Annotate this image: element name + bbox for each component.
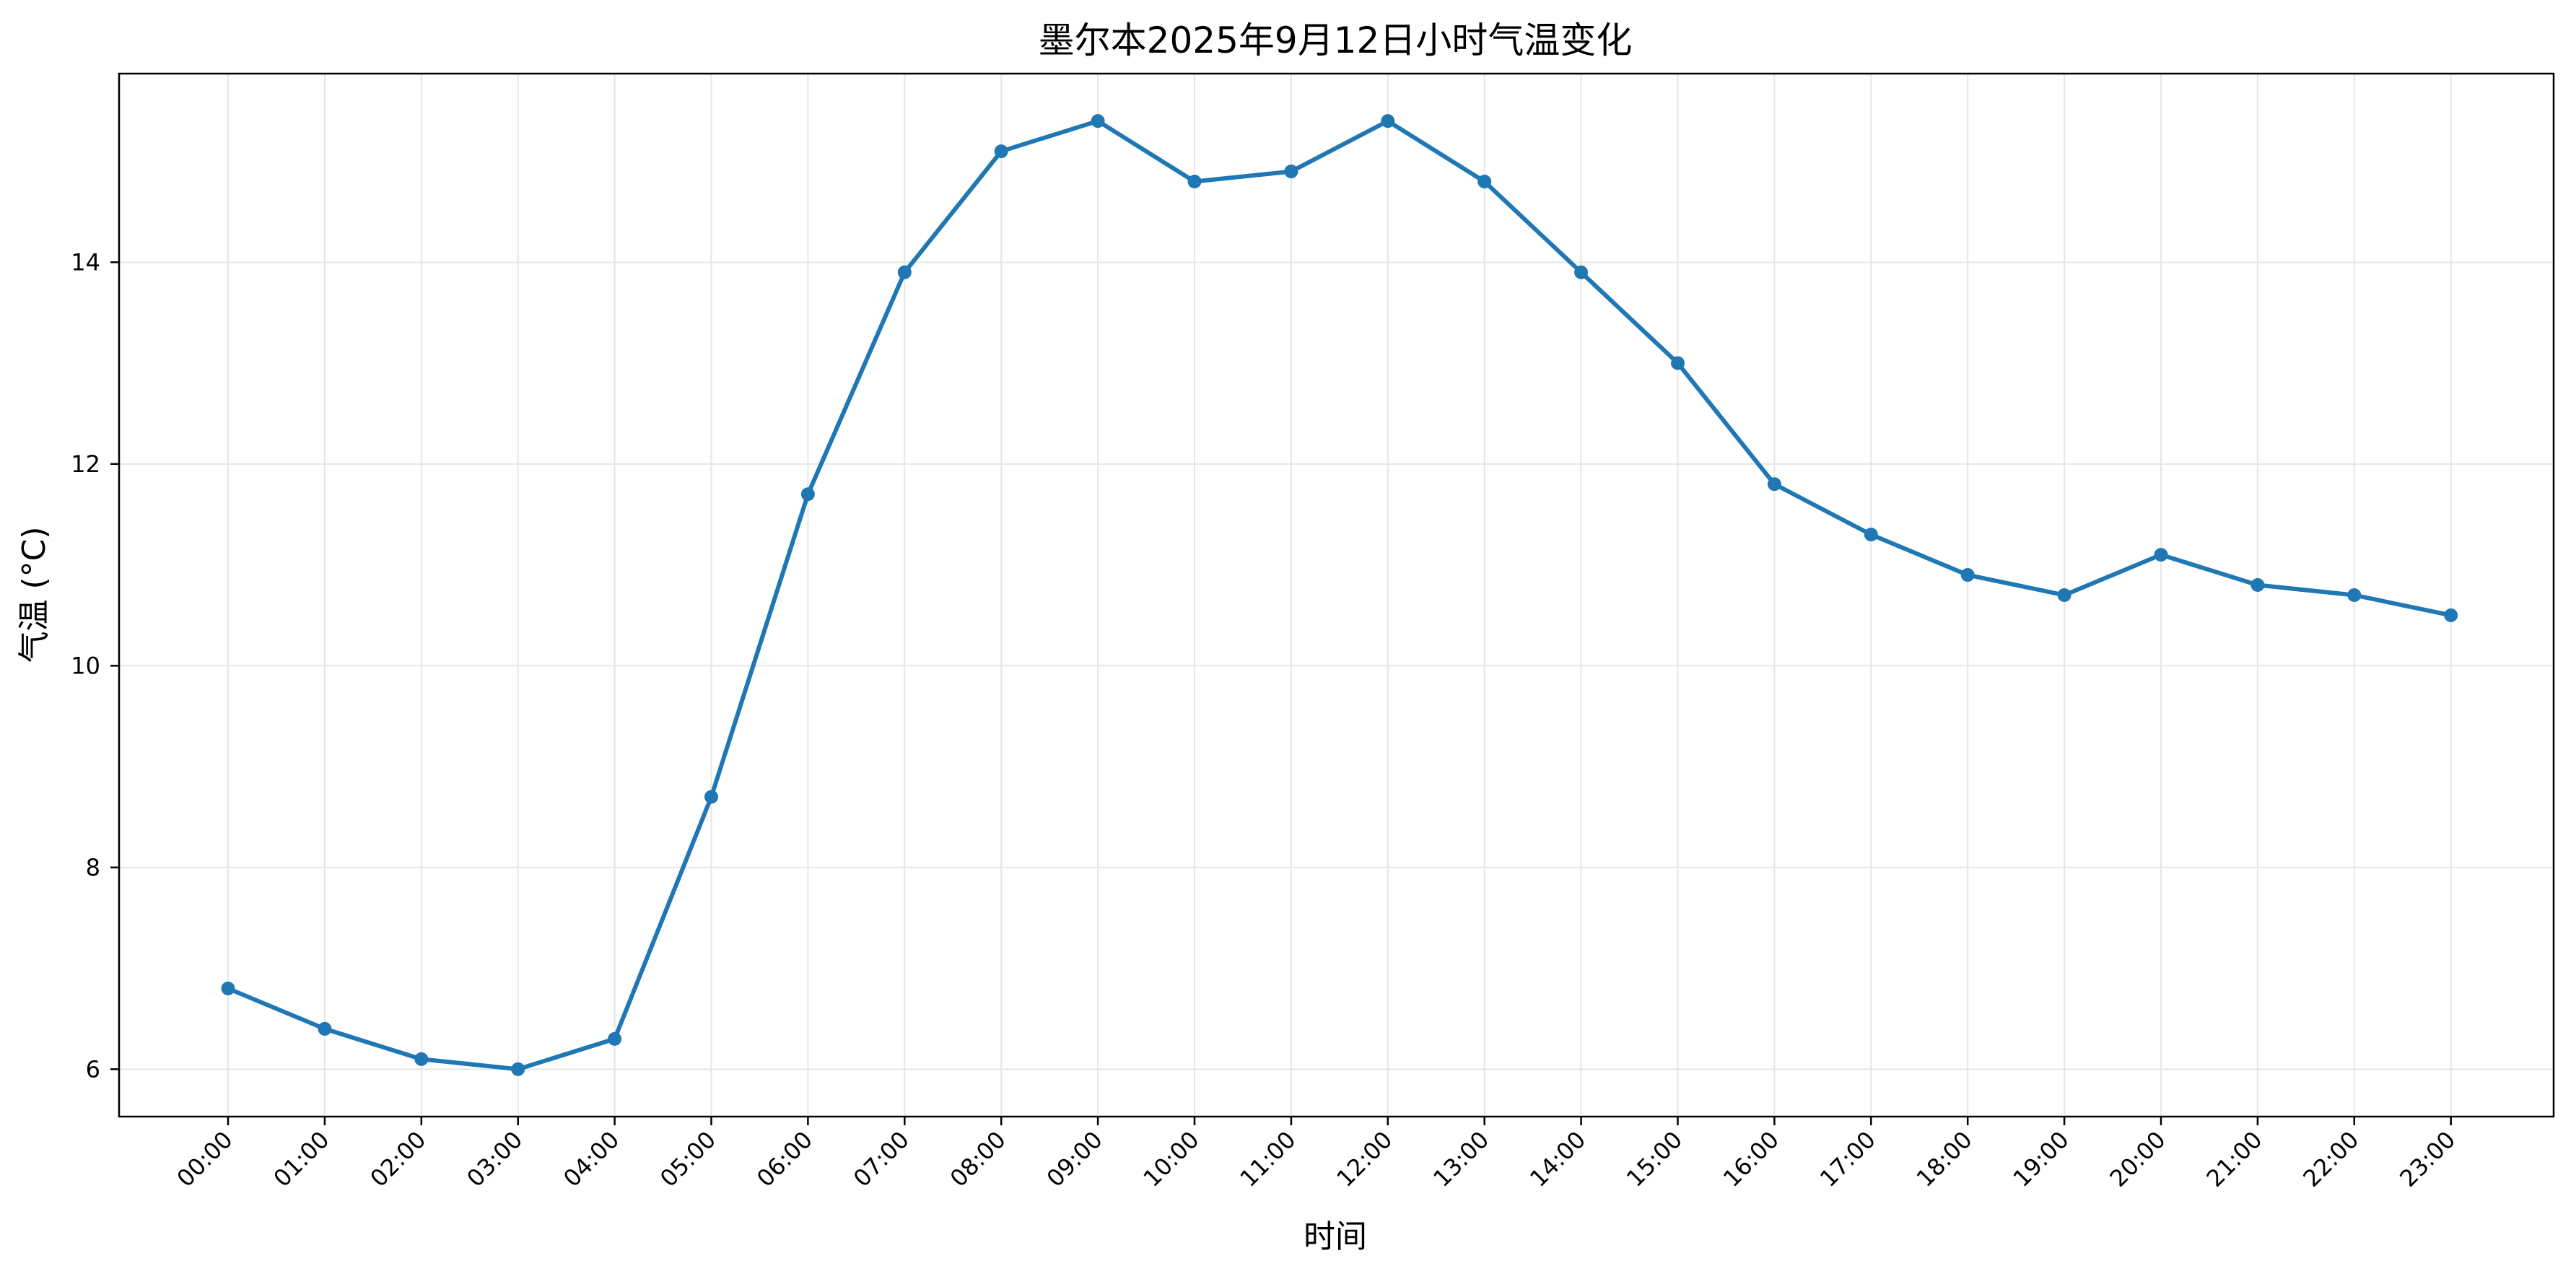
x-tick-label: 00:00 <box>172 1126 238 1192</box>
x-tick-label: 22:00 <box>2297 1126 2364 1192</box>
y-tick-label: 12 <box>71 450 100 478</box>
data-point <box>1864 528 1878 542</box>
x-axis-label: 时间 <box>1304 1218 1367 1255</box>
x-tick-label: 20:00 <box>2105 1126 2171 1192</box>
data-point <box>414 1052 429 1066</box>
x-tick-label: 06:00 <box>751 1126 818 1192</box>
x-tick-label: 13:00 <box>1428 1126 1494 1192</box>
data-point <box>221 982 235 996</box>
y-axis-label: 气温 (°C) <box>16 526 53 663</box>
x-tick-label: 08:00 <box>945 1126 1011 1192</box>
x-tick-label: 15:00 <box>1621 1126 1688 1192</box>
data-point <box>1574 265 1589 279</box>
data-point <box>2057 588 2071 602</box>
y-tick-label: 14 <box>71 248 100 276</box>
y-tick-label: 6 <box>86 1055 100 1083</box>
axis-ticks: 00:00 01:00 02:00 03:00 04:00 05:00 06:00 07:00… <box>71 248 2461 1192</box>
data-point <box>1187 175 1202 189</box>
series-line <box>226 118 2453 1072</box>
series-layer <box>221 114 2458 1076</box>
x-tick-label: 04:00 <box>558 1126 624 1192</box>
x-tick-label: 23:00 <box>2394 1126 2461 1192</box>
data-point <box>1284 165 1298 179</box>
x-tick-label: 03:00 <box>461 1126 528 1192</box>
x-tick-label: 10:00 <box>1138 1126 1205 1192</box>
x-tick-label: 02:00 <box>364 1126 431 1192</box>
data-point <box>511 1062 525 1076</box>
data-point <box>2154 548 2168 562</box>
data-point <box>800 487 815 502</box>
x-tick-label: 12:00 <box>1331 1126 1397 1192</box>
y-tick-label: 10 <box>71 652 100 679</box>
x-tick-label: 14:00 <box>1524 1126 1591 1192</box>
x-tick-label: 01:00 <box>268 1126 334 1192</box>
x-tick-label: 07:00 <box>848 1126 914 1192</box>
chart-title: 墨尔本2025年9月12日小时气温变化 <box>1039 19 1633 61</box>
grid-lines <box>119 74 2554 1117</box>
plot-frame <box>118 72 2555 1118</box>
data-point <box>1767 477 1781 492</box>
data-point <box>2250 578 2265 593</box>
data-point <box>2444 608 2458 622</box>
x-tick-label: 17:00 <box>1815 1126 1881 1192</box>
data-point <box>704 790 718 804</box>
data-point <box>1671 356 1685 370</box>
data-point <box>897 265 912 279</box>
x-tick-label: 11:00 <box>1234 1126 1301 1192</box>
data-point <box>608 1031 622 1046</box>
data-point <box>994 144 1008 159</box>
x-tick-label: 05:00 <box>655 1126 721 1192</box>
data-point <box>1091 114 1105 128</box>
data-point <box>1381 114 1395 128</box>
data-point <box>318 1021 332 1036</box>
data-point <box>1960 568 1975 582</box>
data-point <box>1477 175 1492 189</box>
x-tick-label: 18:00 <box>1911 1126 1978 1192</box>
y-tick-label: 8 <box>86 854 100 881</box>
x-tick-label: 19:00 <box>2008 1126 2074 1192</box>
x-tick-label: 21:00 <box>2201 1126 2267 1192</box>
data-point <box>2347 588 2362 602</box>
x-tick-label: 16:00 <box>1718 1126 1784 1192</box>
x-tick-label: 09:00 <box>1042 1126 1108 1192</box>
